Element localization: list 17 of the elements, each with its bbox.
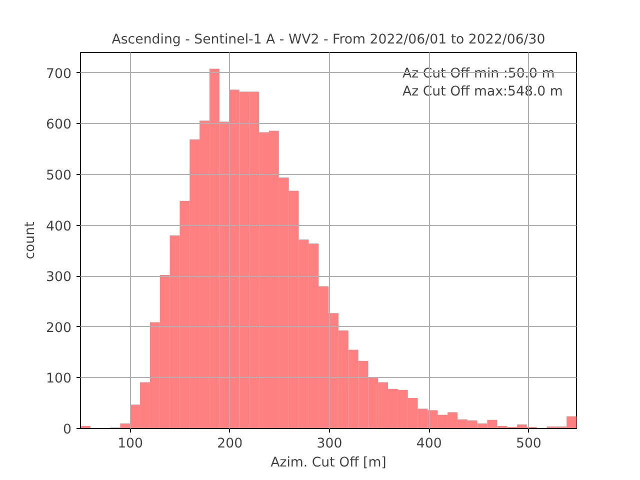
y-tick-label: 500 xyxy=(46,168,72,184)
x-tick-label: 200 xyxy=(217,436,243,452)
y-tick-label: 700 xyxy=(46,66,72,82)
y-tick-label: 600 xyxy=(46,118,72,133)
y-axis-title: count xyxy=(23,222,38,260)
x-tick-label: 400 xyxy=(416,436,442,452)
annotation: Az Cut Off max:548.0 m xyxy=(402,84,563,100)
y-tick-label: 400 xyxy=(46,219,72,234)
x-tick-label: 500 xyxy=(516,436,542,452)
y-tick-label: 100 xyxy=(46,372,72,387)
x-tick-label: 100 xyxy=(118,436,144,452)
y-tick-label: 0 xyxy=(63,422,72,438)
y-tick-label: 300 xyxy=(46,270,72,286)
x-axis-title: Azim. Cut Off [m] xyxy=(270,456,386,470)
x-tick-label: 300 xyxy=(316,436,342,452)
y-tick-label: 200 xyxy=(46,320,72,336)
chart-title: Ascending - Sentinel-1 A - WV2 - From 2022/06/01 to 2022/06/30 xyxy=(112,32,546,48)
